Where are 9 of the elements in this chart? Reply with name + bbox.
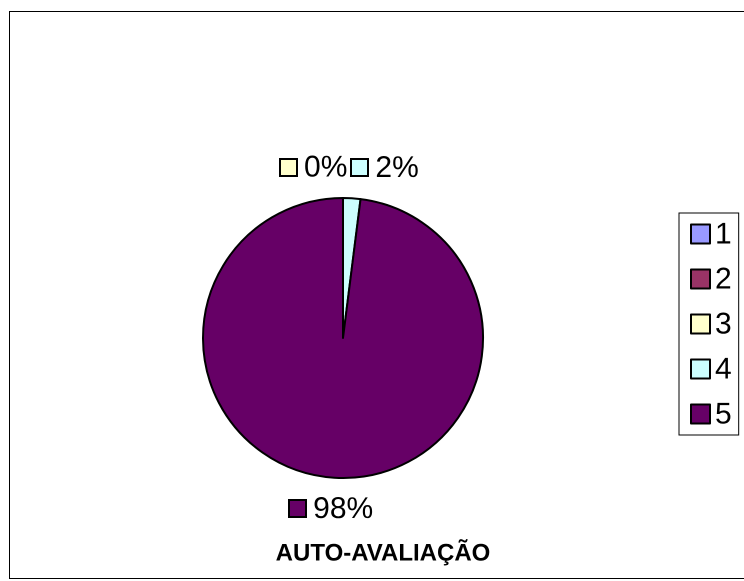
legend-label: 1 [715,218,732,250]
data-label: 2% [375,150,419,184]
legend-label: 3 [715,308,732,340]
legend-label: 2 [715,262,732,296]
text: 0% [304,150,348,184]
legend-label: 4 [715,352,732,386]
legend-label: 5 [715,398,732,430]
text: AUTO-AVALIAÇÃO [276,538,490,566]
data-label: 98% [313,492,374,526]
